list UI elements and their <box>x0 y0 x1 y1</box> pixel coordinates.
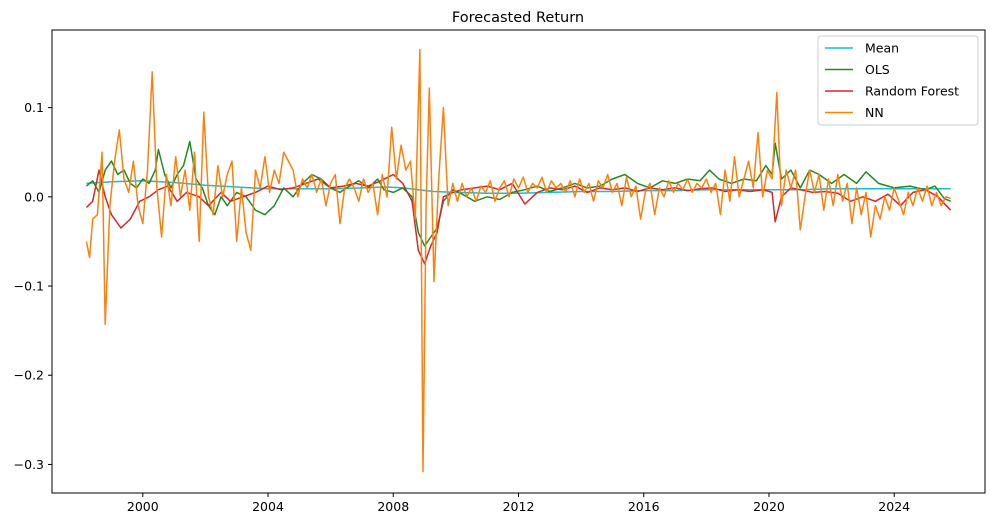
x-tick-label: 2016 <box>628 499 660 514</box>
legend-box <box>817 35 979 126</box>
plot-area: 2000 2004 2008 2012 2016 2020 2024 0.1 0.0 −0.1 −… <box>14 29 986 514</box>
y-tick-label: −0.3 <box>14 457 44 472</box>
x-tick-label: 2024 <box>878 499 910 514</box>
x-tick-label: 2012 <box>503 499 535 514</box>
y-tick-label: 0.1 <box>24 100 44 115</box>
series-line-nn <box>85 48 951 473</box>
y-tick-label: −0.1 <box>14 279 44 294</box>
x-tick-label: 2004 <box>252 499 284 514</box>
legend-label: OLS <box>865 62 890 77</box>
x-tick-label: 2008 <box>377 499 409 514</box>
legend-label: Mean <box>865 41 899 56</box>
y-tick-label: 0.0 <box>24 189 44 204</box>
y-tick-label: −0.2 <box>14 368 44 383</box>
x-tick-label: 2000 <box>127 499 159 514</box>
x-axis: 2000 2004 2008 2012 2016 2020 2024 <box>127 493 910 514</box>
legend: Mean OLS Random Forest NN <box>817 35 979 126</box>
series-line-ols <box>85 140 951 247</box>
y-axis: 0.1 0.0 −0.1 −0.2 −0.3 <box>14 100 52 472</box>
legend-label: Random Forest <box>865 84 959 99</box>
chart-title: Forecasted Return <box>452 10 584 26</box>
legend-label: NN <box>865 105 884 120</box>
x-tick-label: 2020 <box>753 499 785 514</box>
series-layer <box>85 48 952 473</box>
